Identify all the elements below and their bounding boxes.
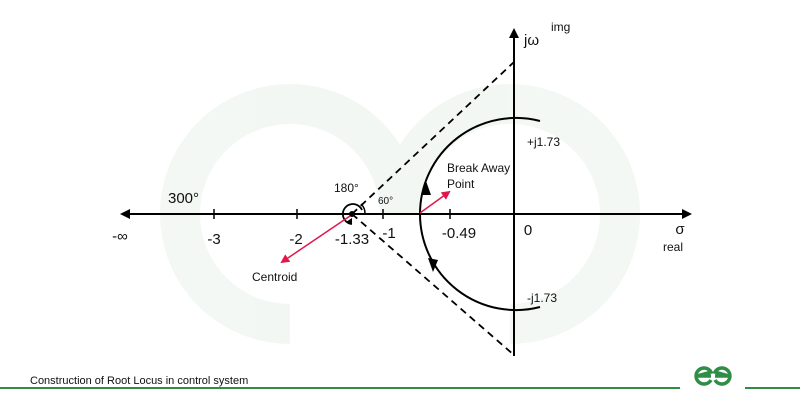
asymptote xyxy=(351,61,515,215)
imag-point: -j1.73 xyxy=(527,291,557,305)
tick-label: 0 xyxy=(524,222,532,239)
watermark-arc xyxy=(380,84,640,344)
centroid-point xyxy=(349,211,355,217)
annotation: Point xyxy=(447,177,475,191)
tick-label: -2 xyxy=(289,231,302,248)
tick-marks xyxy=(213,209,451,219)
sigma-label: σ xyxy=(675,221,685,238)
breakaway-pointer xyxy=(419,190,451,214)
angle-label: 300° xyxy=(168,190,199,207)
angle-label: 60° xyxy=(378,196,393,207)
annotation: Centroid xyxy=(252,270,297,284)
logo-part xyxy=(712,366,732,386)
angle-arrow xyxy=(346,218,352,224)
annotation: Break Away xyxy=(447,161,510,175)
real-label: real xyxy=(663,240,683,254)
locus-arrow xyxy=(428,258,438,272)
locus-arrow xyxy=(421,181,431,195)
jw-label: jω xyxy=(523,32,539,49)
angle-60 xyxy=(360,203,366,215)
caption: Construction of Root Locus in control sy… xyxy=(30,375,248,387)
tick-label: -1 xyxy=(382,225,395,242)
centroid-pointer xyxy=(280,215,351,264)
watermark xyxy=(160,84,640,344)
watermark-arc xyxy=(160,84,420,344)
angle-label: 180° xyxy=(334,181,359,195)
img-label: img xyxy=(551,20,570,34)
root-locus xyxy=(418,116,541,312)
imag-point: +j1.73 xyxy=(527,135,560,149)
tick-label: -3 xyxy=(207,231,220,248)
tick-label: -1.33 xyxy=(335,231,369,248)
logo xyxy=(694,366,732,386)
tick-label: -0.49 xyxy=(442,225,476,242)
logo-part xyxy=(694,366,714,386)
asymptote xyxy=(351,213,515,356)
tick-label: -∞ xyxy=(112,228,128,245)
